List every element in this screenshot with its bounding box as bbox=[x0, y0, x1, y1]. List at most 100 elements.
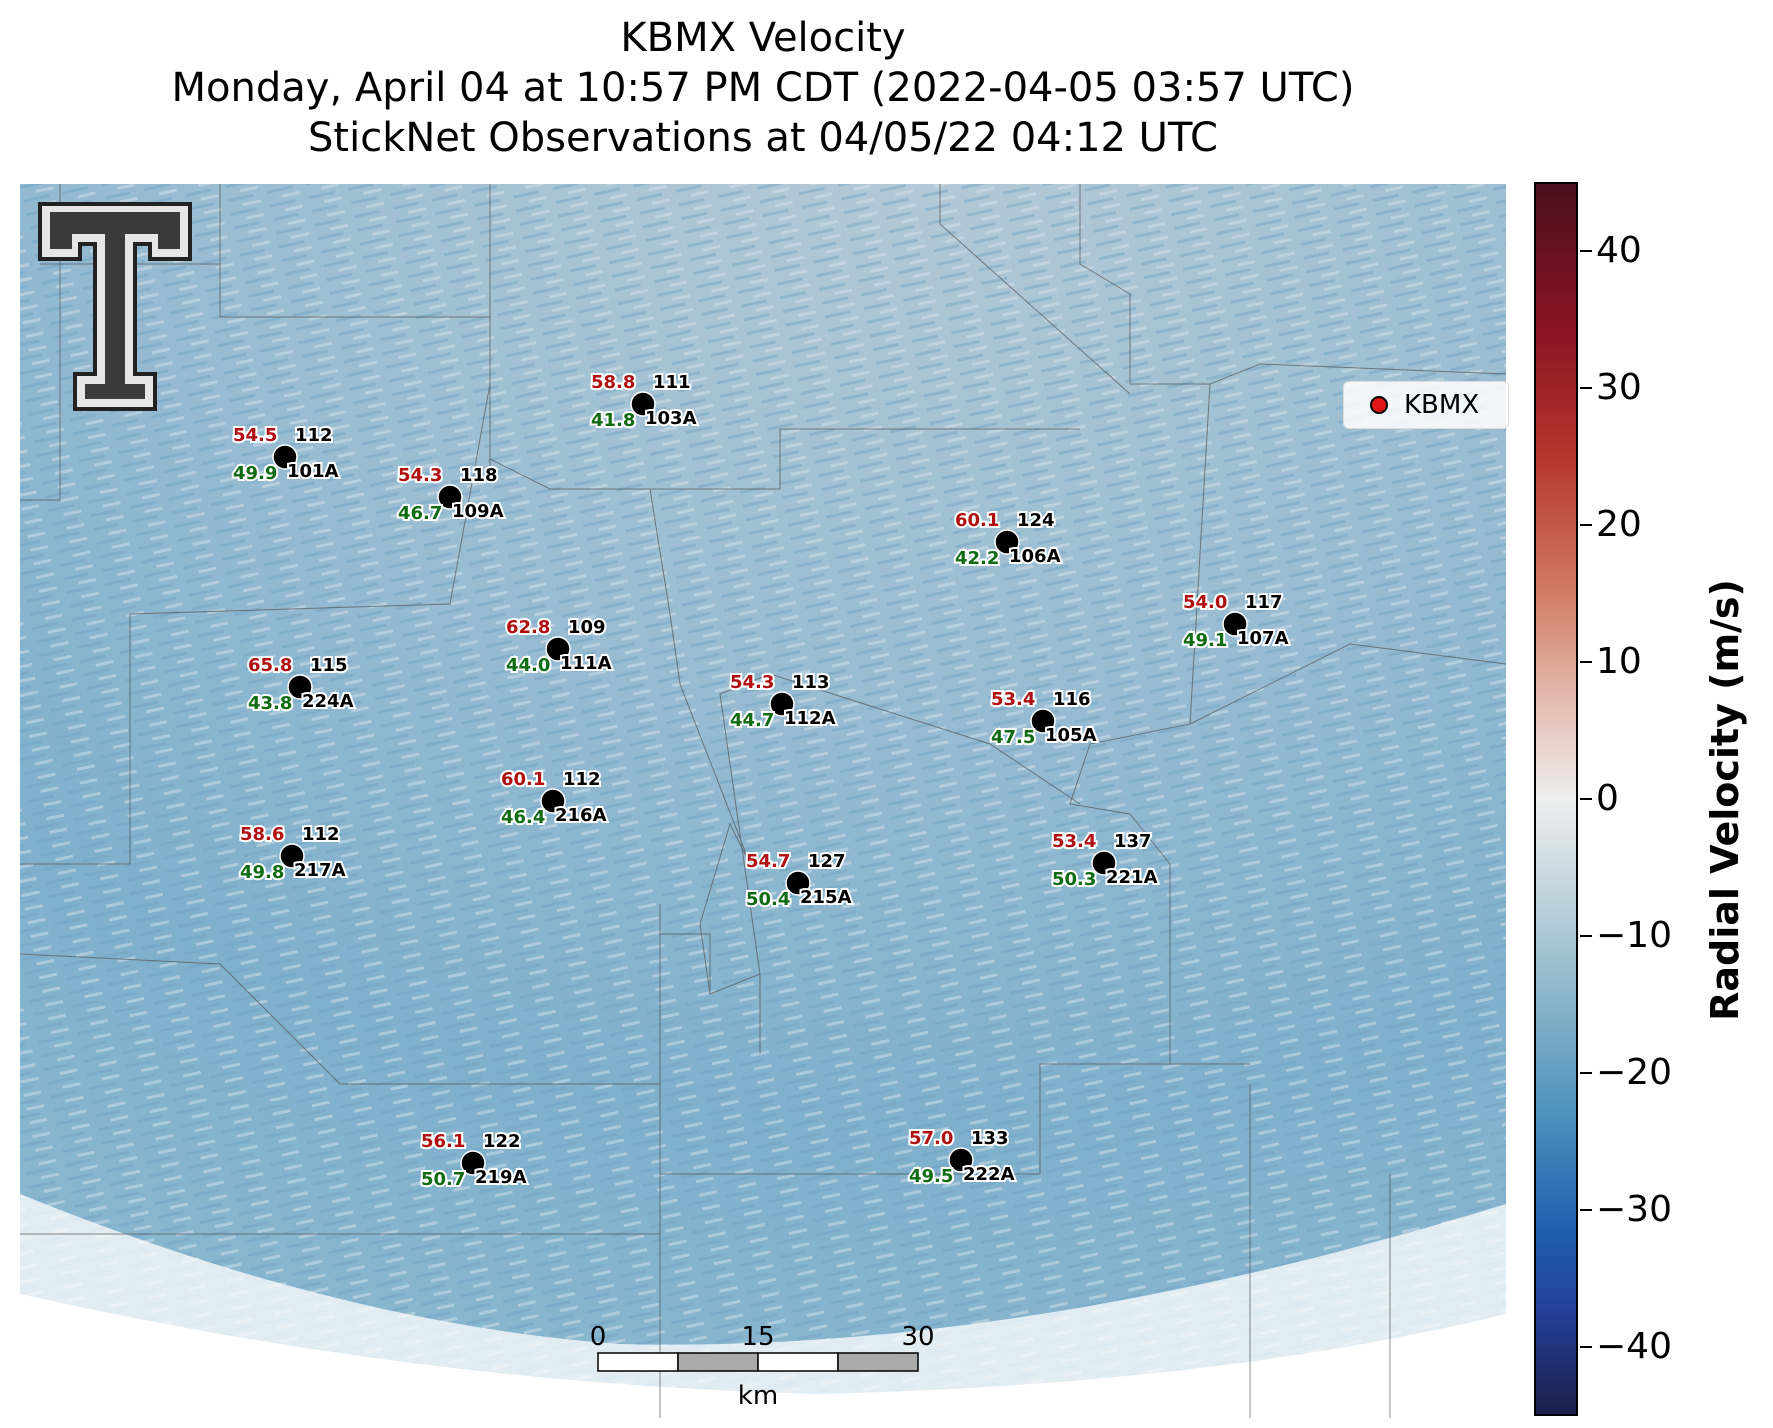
scale-unit-label: km bbox=[738, 1381, 778, 1411]
station-green-value: 46.7 bbox=[398, 503, 442, 524]
station-red-value: 54.7 bbox=[746, 851, 790, 872]
scale-bar bbox=[597, 1352, 919, 1372]
station-id-label: 101A bbox=[287, 461, 339, 482]
station-black-value: 113 bbox=[792, 672, 830, 693]
station-101A[interactable]: 54.5 112 49.9 101A bbox=[231, 423, 341, 486]
station-id-label: 222A bbox=[963, 1164, 1015, 1185]
station-red-value: 54.3 bbox=[730, 672, 774, 693]
colorbar-tick bbox=[1580, 1346, 1592, 1349]
station-green-value: 50.3 bbox=[1052, 869, 1096, 890]
colorbar-tick bbox=[1580, 523, 1592, 526]
station-red-value: 60.1 bbox=[955, 510, 999, 531]
station-id-label: 112A bbox=[784, 708, 836, 729]
station-id-label: 103A bbox=[645, 408, 697, 429]
station-216A[interactable]: 60.1 112 46.4 216A bbox=[499, 767, 609, 830]
title-line-3: StickNet Observations at 04/05/22 04:12 … bbox=[308, 115, 1218, 161]
station-green-value: 42.2 bbox=[955, 548, 999, 569]
station-black-value: 115 bbox=[310, 655, 348, 676]
station-red-value: 58.8 bbox=[591, 372, 635, 393]
station-219A[interactable]: 56.1 122 50.7 219A bbox=[419, 1129, 529, 1192]
radar-map[interactable]: 58.8 111 41.8 103A 54.5 112 49.9 101A 54.3 118 46.… bbox=[20, 184, 1509, 1418]
station-id-label: 109A bbox=[452, 501, 504, 522]
station-black-value: 127 bbox=[808, 851, 846, 872]
station-marker[interactable] bbox=[769, 691, 795, 717]
station-id-label: 219A bbox=[475, 1167, 527, 1188]
station-red-value: 56.1 bbox=[421, 1131, 465, 1152]
station-marker[interactable] bbox=[785, 870, 811, 896]
colorbar-tick-label: 20 bbox=[1596, 503, 1642, 545]
station-221A[interactable]: 53.4 137 50.3 221A bbox=[1050, 829, 1160, 892]
colorbar-tick bbox=[1580, 1209, 1592, 1212]
colorbar-tick bbox=[1580, 249, 1592, 252]
station-red-value: 62.8 bbox=[506, 617, 550, 638]
station-marker[interactable] bbox=[460, 1150, 486, 1176]
station-marker[interactable] bbox=[272, 444, 298, 470]
station-103A[interactable]: 58.8 111 41.8 103A bbox=[589, 370, 699, 433]
station-red-value: 53.4 bbox=[1052, 831, 1096, 852]
scale-tick-label: 0 bbox=[590, 1322, 607, 1352]
station-id-label: 224A bbox=[302, 691, 354, 712]
station-marker[interactable] bbox=[994, 529, 1020, 555]
scale-tick-label: 30 bbox=[901, 1322, 934, 1352]
station-green-value: 49.8 bbox=[240, 862, 284, 883]
station-black-value: 116 bbox=[1053, 689, 1091, 710]
legend-label: KBMX bbox=[1404, 390, 1480, 420]
colorbar-tick bbox=[1580, 660, 1592, 663]
station-red-value: 65.8 bbox=[248, 655, 292, 676]
station-green-value: 50.4 bbox=[746, 889, 790, 910]
station-black-value: 133 bbox=[971, 1128, 1009, 1149]
station-105A[interactable]: 53.4 116 47.5 105A bbox=[989, 687, 1099, 750]
double-t-logo bbox=[38, 202, 192, 411]
station-black-value: 124 bbox=[1017, 510, 1055, 531]
title-line-1: KBMX Velocity bbox=[620, 15, 906, 61]
station-111A[interactable]: 62.8 109 44.0 111A bbox=[504, 615, 614, 678]
station-id-label: 216A bbox=[555, 805, 607, 826]
colorbar-tick bbox=[1580, 1072, 1592, 1075]
station-red-value: 53.4 bbox=[991, 689, 1035, 710]
station-id-label: 107A bbox=[1237, 628, 1289, 649]
station-id-label: 215A bbox=[800, 887, 852, 908]
station-marker[interactable] bbox=[630, 391, 656, 417]
station-red-value: 54.5 bbox=[233, 425, 277, 446]
station-green-value: 50.7 bbox=[421, 1169, 465, 1190]
colorbar-tick-label: −10 bbox=[1596, 915, 1672, 957]
station-112A[interactable]: 54.3 113 44.7 112A bbox=[728, 670, 838, 733]
station-217A[interactable]: 58.6 112 49.8 217A bbox=[238, 822, 348, 885]
colorbar-tick-label: 10 bbox=[1596, 640, 1642, 682]
station-green-value: 44.0 bbox=[506, 655, 550, 676]
colorbar-tick bbox=[1580, 935, 1592, 938]
station-id-label: 106A bbox=[1009, 546, 1061, 567]
colorbar-tick-label: −40 bbox=[1596, 1326, 1672, 1368]
station-black-value: 112 bbox=[563, 769, 601, 790]
station-marker[interactable] bbox=[287, 674, 313, 700]
station-marker[interactable] bbox=[437, 484, 463, 510]
station-marker[interactable] bbox=[948, 1147, 974, 1173]
station-green-value: 49.1 bbox=[1183, 630, 1227, 651]
station-green-value: 49.5 bbox=[909, 1166, 953, 1187]
station-215A[interactable]: 54.7 127 50.4 215A bbox=[744, 849, 854, 912]
station-red-value: 58.6 bbox=[240, 824, 284, 845]
station-red-value: 57.0 bbox=[909, 1128, 953, 1149]
station-green-value: 43.8 bbox=[248, 693, 292, 714]
station-marker[interactable] bbox=[1091, 850, 1117, 876]
station-107A[interactable]: 54.0 117 49.1 107A bbox=[1181, 590, 1291, 653]
colorbar-tick bbox=[1580, 798, 1592, 800]
station-marker[interactable] bbox=[1030, 708, 1056, 734]
station-red-value: 60.1 bbox=[501, 769, 545, 790]
scale-tick-label: 15 bbox=[741, 1322, 774, 1352]
colorbar-tick-label: 40 bbox=[1596, 229, 1642, 271]
station-marker[interactable] bbox=[540, 788, 566, 814]
station-106A[interactable]: 60.1 124 42.2 106A bbox=[953, 508, 1063, 571]
legend: KBMX bbox=[1343, 381, 1509, 429]
station-marker[interactable] bbox=[279, 843, 305, 869]
station-marker[interactable] bbox=[545, 636, 571, 662]
station-222A[interactable]: 57.0 133 49.5 222A bbox=[907, 1126, 1017, 1189]
station-marker[interactable] bbox=[1222, 611, 1248, 637]
station-black-value: 109 bbox=[568, 617, 606, 638]
colorbar-tick-label: −20 bbox=[1596, 1052, 1672, 1094]
station-markers-layer: 58.8 111 41.8 103A 54.5 112 49.9 101A 54.3 118 46.… bbox=[231, 370, 1291, 1192]
colorbar: 40 30 20 10 0 −10 −20 −30 −40 bbox=[1534, 182, 1672, 1416]
station-109A[interactable]: 54.3 118 46.7 109A bbox=[396, 463, 506, 526]
station-green-value: 41.8 bbox=[591, 410, 635, 431]
station-224A[interactable]: 65.8 115 43.8 224A bbox=[246, 653, 356, 716]
